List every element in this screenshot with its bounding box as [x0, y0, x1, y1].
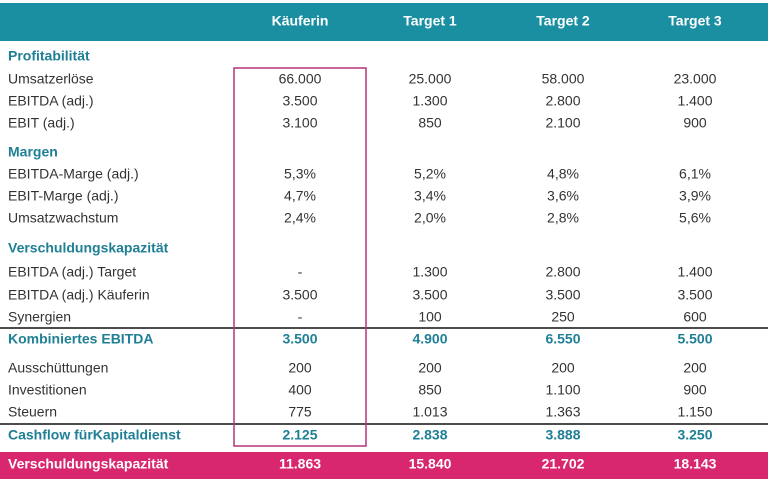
- header-bar: [0, 3, 768, 41]
- cell: 66.000: [279, 71, 322, 87]
- cell: 4.900: [412, 331, 447, 347]
- cell: 2.125: [282, 427, 317, 443]
- cell: 3.500: [282, 93, 317, 109]
- row-label: EBITDA (adj.) Käuferin: [8, 287, 150, 303]
- row-label: Investitionen: [8, 382, 87, 398]
- cell: 900: [683, 115, 707, 131]
- cell: 2,8%: [547, 210, 579, 226]
- row-label: EBIT (adj.): [8, 115, 75, 131]
- cell: 775: [288, 404, 312, 420]
- cell: 1.300: [412, 93, 447, 109]
- row-label: Kombiniertes EBITDA: [8, 331, 153, 347]
- section-title: Margen: [8, 144, 58, 160]
- cell: 850: [418, 382, 442, 398]
- cell: 3.100: [282, 115, 317, 131]
- cell: 3.250: [677, 427, 712, 443]
- cell: 3.500: [282, 331, 317, 347]
- column-header: Target 3: [668, 13, 722, 29]
- row-label: EBIT-Marge (adj.): [8, 188, 118, 204]
- cell: 2.800: [545, 264, 580, 280]
- cell: 4,8%: [547, 166, 579, 182]
- cell: 21.702: [542, 456, 585, 472]
- row-label: Cashflow fürKapitaldienst: [8, 427, 181, 443]
- row-label: Umsatzerlöse: [8, 71, 94, 87]
- cell: 11.863: [279, 456, 321, 472]
- cell: 2.800: [545, 93, 580, 109]
- cell: 3,4%: [414, 188, 446, 204]
- cell: 2,4%: [284, 210, 316, 226]
- cell: 2.100: [545, 115, 580, 131]
- cell: 6.550: [545, 331, 580, 347]
- cell: 1.400: [677, 93, 712, 109]
- cell: 3.500: [282, 287, 317, 303]
- cell: 58.000: [542, 71, 585, 87]
- section-title: Profitabilität: [8, 48, 90, 64]
- row-label: EBITDA-Marge (adj.): [8, 166, 139, 182]
- cell: 5,3%: [284, 166, 316, 182]
- row-label: EBITDA (adj.): [8, 93, 94, 109]
- final-bar: [0, 452, 768, 479]
- cell: 5,2%: [414, 166, 446, 182]
- cell: 3.500: [677, 287, 712, 303]
- cell: 3.500: [545, 287, 580, 303]
- cell: 100: [418, 309, 442, 325]
- cell: 18.143: [674, 456, 717, 472]
- highlight-frame: [233, 67, 367, 447]
- cell: 5,6%: [679, 210, 711, 226]
- cell: 1.150: [677, 404, 712, 420]
- cell: 200: [418, 360, 442, 376]
- cell: 23.000: [674, 71, 717, 87]
- cell: 3.500: [412, 287, 447, 303]
- cell: 850: [418, 115, 442, 131]
- cell: 1.013: [412, 404, 447, 420]
- cell: 250: [551, 309, 575, 325]
- row-label: Synergien: [8, 309, 71, 325]
- cell: 200: [551, 360, 575, 376]
- column-header: Target 2: [536, 13, 590, 29]
- cell: 2,0%: [414, 210, 446, 226]
- cell: -: [298, 264, 303, 280]
- row-label: Ausschüttungen: [8, 360, 108, 376]
- cell: 1.100: [545, 382, 580, 398]
- column-header: Käuferin: [272, 13, 329, 29]
- cell: 1.400: [677, 264, 712, 280]
- cell: -: [298, 309, 303, 325]
- cell: 15.840: [409, 456, 452, 472]
- cell: 5.500: [677, 331, 712, 347]
- section-title: Verschuldungskapazität: [8, 240, 169, 256]
- row-label: Verschuldungskapazität: [8, 456, 169, 472]
- cell: 900: [683, 382, 707, 398]
- row-label: Steuern: [8, 404, 57, 420]
- cell: 1.300: [412, 264, 447, 280]
- cell: 4,7%: [284, 188, 316, 204]
- cell: 600: [683, 309, 707, 325]
- cell: 6,1%: [679, 166, 711, 182]
- cell: 200: [683, 360, 707, 376]
- column-header: Target 1: [403, 13, 457, 29]
- cell: 2.838: [412, 427, 447, 443]
- cell: 25.000: [409, 71, 452, 87]
- cell: 3,6%: [547, 188, 579, 204]
- cell: 3,9%: [679, 188, 711, 204]
- cell: 200: [288, 360, 312, 376]
- row-label: Umsatzwachstum: [8, 210, 118, 226]
- cell: 1.363: [545, 404, 580, 420]
- row-label: EBITDA (adj.) Target: [8, 264, 136, 280]
- cell: 3.888: [545, 427, 580, 443]
- cell: 400: [288, 382, 312, 398]
